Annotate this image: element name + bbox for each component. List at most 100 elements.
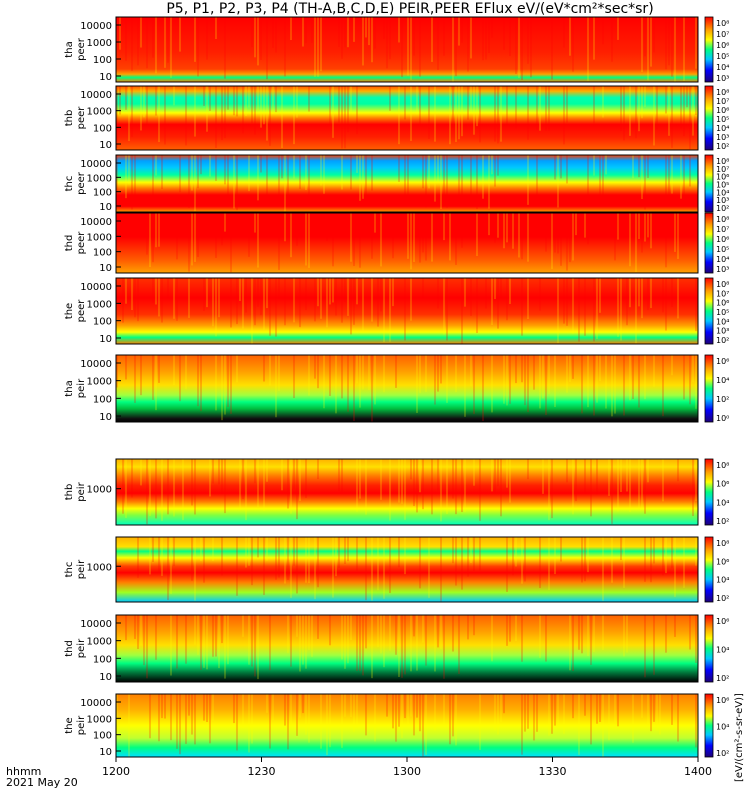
colorbar-tick-label: 10⁴: [716, 723, 729, 732]
colorbar-tick-label: 10⁴: [716, 498, 729, 507]
colorbar: [704, 277, 714, 345]
y-tick-label: 100: [93, 123, 112, 134]
y-tick-label: 1000: [87, 107, 112, 118]
colorbar-tick-label: 10²: [716, 594, 729, 603]
spectrogram-texture: [122, 459, 697, 525]
x-tick-label: 1300: [393, 765, 421, 778]
colorbar-tick-label: 10⁷: [716, 30, 729, 39]
colorbar-tick-label: 10⁶: [716, 173, 729, 182]
y-tick-label: 100: [93, 654, 112, 665]
chart-title: P5, P1, P2, P3, P4 (TH-A,B,C,D,E) PEIR,P…: [166, 1, 654, 17]
colorbar: [704, 154, 714, 213]
panel-frame: [115, 277, 699, 345]
spectrogram-texture: [119, 17, 697, 82]
colorbar-tick-label: 10⁵: [716, 52, 729, 61]
panel-species-label: peir: [76, 481, 87, 501]
y-tick-label: 10000: [80, 619, 112, 630]
colorbar-tick-label: 10⁴: [716, 317, 729, 326]
y-tick-label: 1000: [87, 485, 112, 496]
panel-frame: [115, 458, 699, 526]
colorbar-tick-label: 10²: [716, 142, 729, 151]
y-tick-label: 10000: [80, 21, 112, 32]
y-tick-label: 1000: [87, 232, 112, 243]
panel-species-label: peir: [76, 559, 87, 579]
time-axis-label: hhmm: [6, 765, 42, 778]
y-tick-label: 100: [93, 248, 112, 259]
panel-thc-peir: thc peir 1000 10⁸ 10⁶ 10⁴ 10²: [64, 536, 729, 603]
colorbar-tick-label: 10²: [716, 395, 729, 404]
spectrogram-texture: [116, 355, 697, 422]
colorbar-tick-label: 10⁸: [716, 157, 729, 166]
colorbar-tick-label: 10⁶: [716, 557, 729, 566]
spectrogram-image: [116, 459, 698, 525]
spectrogram-texture: [125, 615, 697, 680]
panel-probe-label: the: [64, 303, 75, 319]
colorbar-tick-label: 10⁸: [716, 215, 729, 224]
colorbar-tick-label: 10⁴: [716, 63, 729, 72]
colorbar-tick-label: 10⁶: [716, 41, 729, 50]
colorbar-tick-label: 10⁶: [716, 235, 729, 244]
panel-species-label: peer: [76, 37, 87, 61]
colorbar-tick-label: 10⁶: [716, 696, 729, 705]
y-tick-label: 1000: [87, 637, 112, 648]
panel-species-label: peir: [76, 638, 87, 658]
spectrogram-image: [116, 17, 698, 82]
spectrogram-texture: [137, 537, 697, 602]
spectrogram-texture: [116, 155, 691, 212]
colorbar-tick-label: 10⁴: [716, 124, 729, 133]
panel-frame: [115, 85, 699, 151]
panel-probe-label: thb: [64, 110, 75, 127]
panel-probe-label: thc: [64, 176, 75, 192]
panel-species-label: peer: [76, 299, 87, 323]
panel-tha-peer: tha peer 10000 1000 100 10 10⁸ 10⁷ 10⁶ 10⁵ 10⁴ 10³: [64, 16, 729, 83]
colorbar-tick-label: 10⁸: [716, 280, 729, 289]
colorbar-unit-label: [eV/(cm²-s-sr-eV)]: [734, 693, 745, 782]
colorbar-tick-label: 10⁸: [716, 539, 729, 548]
y-tick-label: 100: [93, 731, 112, 742]
spectrogram-image: [116, 355, 698, 422]
colorbar-tick-label: 10²: [716, 749, 729, 758]
colorbar: [704, 536, 714, 603]
colorbar-tick-label: 10²: [716, 336, 729, 345]
y-tick-label: 10000: [80, 90, 112, 101]
colorbar-tick-label: 10⁷: [716, 165, 729, 174]
spectrogram-texture: [116, 213, 679, 273]
panel-tha-peir: tha peir 10000 1000 100 10 10⁶ 10⁴ 10² 10⁰: [64, 354, 729, 423]
date-label: 2021 May 20: [6, 776, 78, 789]
colorbar-tick-label: 10⁷: [716, 97, 729, 106]
y-tick-label: 10000: [80, 359, 112, 370]
panel-frame: [115, 614, 699, 683]
colorbar-tick-label: 10³: [716, 196, 729, 205]
y-tick-label: 10000: [80, 159, 112, 170]
y-tick-label: 10: [99, 202, 112, 213]
panel-frame: [115, 154, 699, 213]
colorbar-tick-label: 10³: [716, 265, 729, 274]
y-tick-label: 1000: [87, 714, 112, 725]
y-tick-label: 10: [99, 334, 112, 345]
colorbar: [704, 16, 714, 83]
spectrogram-texture: [116, 694, 697, 757]
colorbar-tick-label: 10⁵: [716, 115, 729, 124]
panel-probe-label: thd: [64, 235, 75, 252]
panel-species-label: peir: [76, 715, 87, 735]
colorbar: [704, 458, 714, 526]
colorbar-tick-label: 10³: [716, 74, 729, 83]
colorbar-tick-label: 10²: [716, 674, 729, 683]
colorbar: [704, 85, 714, 151]
panel-species-label: peer: [76, 106, 87, 130]
colorbar: [704, 693, 714, 758]
colorbar: [704, 614, 714, 683]
colorbar-tick-label: 10⁷: [716, 225, 729, 234]
y-tick-label: 1000: [87, 562, 112, 573]
y-tick-label: 10: [99, 140, 112, 151]
panel-frame: [115, 16, 699, 83]
panel-frame: [115, 212, 699, 274]
spectrogram-image: [116, 155, 698, 212]
y-tick-label: 1000: [87, 173, 112, 184]
panel-species-label: peer: [76, 231, 87, 255]
colorbar-tick-label: 10²: [716, 517, 729, 526]
colorbar-tick-label: 10⁶: [716, 357, 729, 366]
